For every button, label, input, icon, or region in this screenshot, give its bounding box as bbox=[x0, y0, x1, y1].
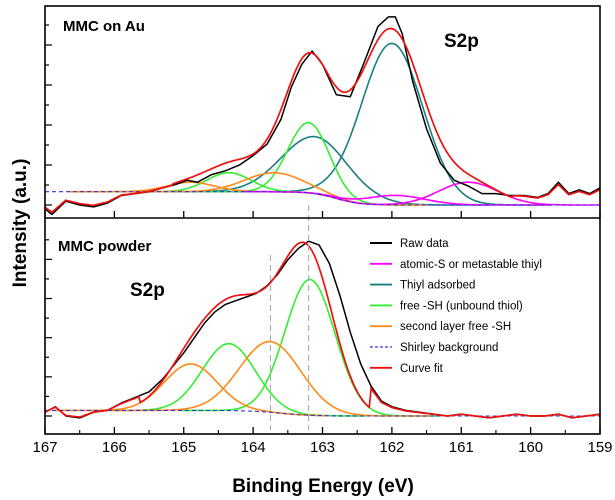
x-axis-title: Binding Energy (eV) bbox=[232, 476, 414, 497]
y-axis-title: Intensity (a.u.) bbox=[10, 159, 31, 288]
x-tick-label-6: 161 bbox=[449, 439, 474, 456]
tick-layer: 167 166 165 164 163 162 161 160 159 bbox=[32, 24, 613, 456]
panel-0-component-0 bbox=[232, 42, 552, 206]
legend-label-5: Shirley background bbox=[400, 342, 498, 354]
panel-0-component-6 bbox=[244, 190, 548, 206]
x-tick-label-0: 167 bbox=[32, 439, 57, 456]
legend-label-2: Thiyl adsorbed bbox=[400, 280, 475, 292]
panel-title-bottom: MMC powder bbox=[58, 238, 151, 255]
x-tick-label-3: 164 bbox=[241, 439, 266, 456]
x-tick-label-7: 160 bbox=[518, 439, 543, 456]
panel-1-curve-fit bbox=[45, 241, 600, 419]
panel-0-plot-area bbox=[45, 16, 600, 216]
panel-0 bbox=[45, 16, 600, 216]
panel-0-curve-fit bbox=[45, 27, 600, 214]
panel-0-raw-data bbox=[45, 16, 600, 216]
x-tick-label-8: 159 bbox=[587, 439, 612, 456]
frame-layer bbox=[44, 5, 601, 435]
legend-label-3: free -SH (unbound thiol) bbox=[400, 300, 523, 312]
legend: Raw data atomic-S or metastable thiyl Thiy… bbox=[370, 238, 542, 375]
panel-0-shirley-background bbox=[45, 191, 600, 206]
legend-label-1: atomic-S or metastable thiyl bbox=[400, 259, 542, 271]
panel-title-top: MMC on Au bbox=[63, 18, 145, 35]
plot-layer bbox=[45, 16, 600, 430]
panel-1-plot-area bbox=[45, 240, 600, 419]
panel-0-component-1 bbox=[140, 135, 491, 206]
peak-label-top: S2p bbox=[444, 31, 479, 52]
plot-frame bbox=[44, 5, 601, 435]
x-tick-label-2: 165 bbox=[171, 439, 196, 456]
panel-1-component-3 bbox=[53, 363, 328, 417]
peak-label-bottom: S2p bbox=[130, 280, 165, 301]
panel-0-component-7 bbox=[315, 181, 600, 206]
x-tick-label-4: 163 bbox=[310, 439, 335, 456]
legend-label-6: Curve fit bbox=[400, 363, 444, 375]
x-tick-label-5: 162 bbox=[379, 439, 404, 456]
legend-label-0: Raw data bbox=[400, 238, 449, 250]
x-tick-label-1: 166 bbox=[102, 439, 127, 456]
panel-1 bbox=[45, 240, 600, 419]
legend-label-4: second layer free -SH bbox=[400, 321, 511, 333]
panel-1-component-1 bbox=[91, 342, 366, 417]
